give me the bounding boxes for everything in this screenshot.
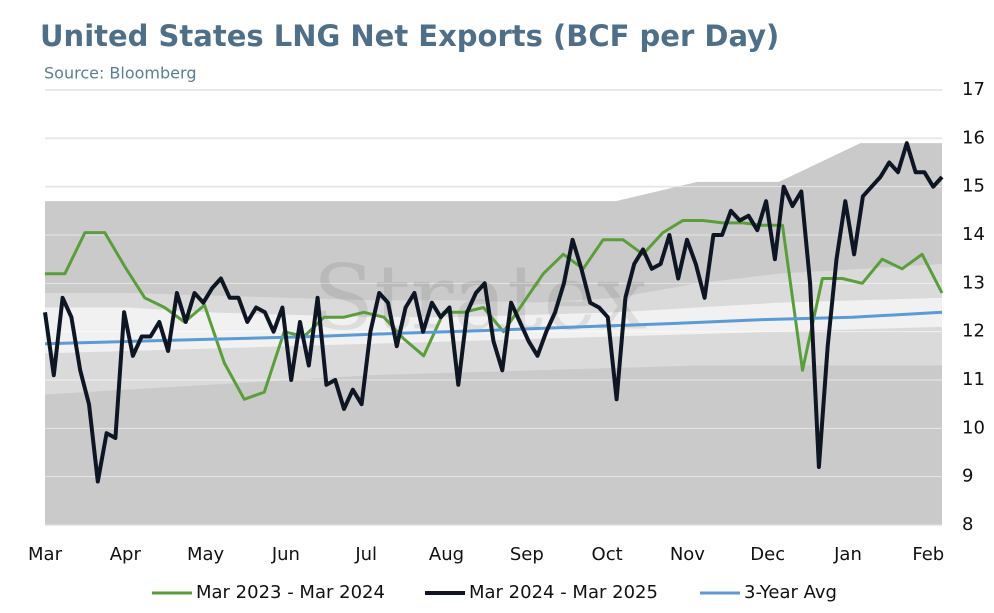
x-tick-label: Feb [912, 544, 944, 565]
x-tick-label: Jul [354, 544, 377, 565]
x-tick-label: Nov [670, 544, 705, 565]
y-tick-label: 8 [962, 514, 973, 535]
x-tick-label: Apr [110, 544, 142, 565]
x-tick-label: Jan [833, 544, 862, 565]
y-tick-label: 10 [962, 417, 985, 438]
chart-title: United States LNG Net Exports (BCF per D… [40, 19, 779, 53]
range-band [45, 297, 942, 354]
y-tick-label: 13 [962, 272, 985, 293]
axes: 8 9 10 11 12 13 14 15 16 17 Mar Apr May Jun Jul Aug Sep O… [28, 79, 985, 565]
series-line [45, 219, 944, 401]
x-tick-label: Sep [510, 544, 544, 565]
y-tick-label: 11 [962, 369, 985, 390]
x-tick-label: Mar [28, 544, 63, 565]
y-tick-label: 17 [962, 79, 985, 100]
legend: Mar 2023 - Mar 2024 Mar 2024 - Mar 2025 3-… [152, 582, 837, 603]
x-tick-label: Jun [271, 544, 300, 565]
legend-label: 3-Year Avg [744, 582, 837, 603]
x-tick-label: Oct [592, 544, 623, 565]
x-tick-label: May [187, 544, 225, 565]
x-tick-label: Dec [750, 544, 785, 565]
chart-subtitle: Source: Bloomberg [44, 64, 196, 83]
y-tick-label: 14 [962, 224, 985, 245]
series-line [43, 141, 944, 484]
y-tick-label: 15 [962, 176, 985, 197]
y-tick-label: 9 [962, 466, 973, 487]
legend-label: Mar 2023 - Mar 2024 [196, 582, 385, 603]
plot-area: Stratex [43, 89, 944, 526]
x-tick-label: Aug [429, 544, 464, 565]
legend-label: Mar 2024 - Mar 2025 [469, 582, 658, 603]
y-tick-label: 12 [962, 321, 985, 342]
y-tick-label: 16 [962, 127, 985, 148]
